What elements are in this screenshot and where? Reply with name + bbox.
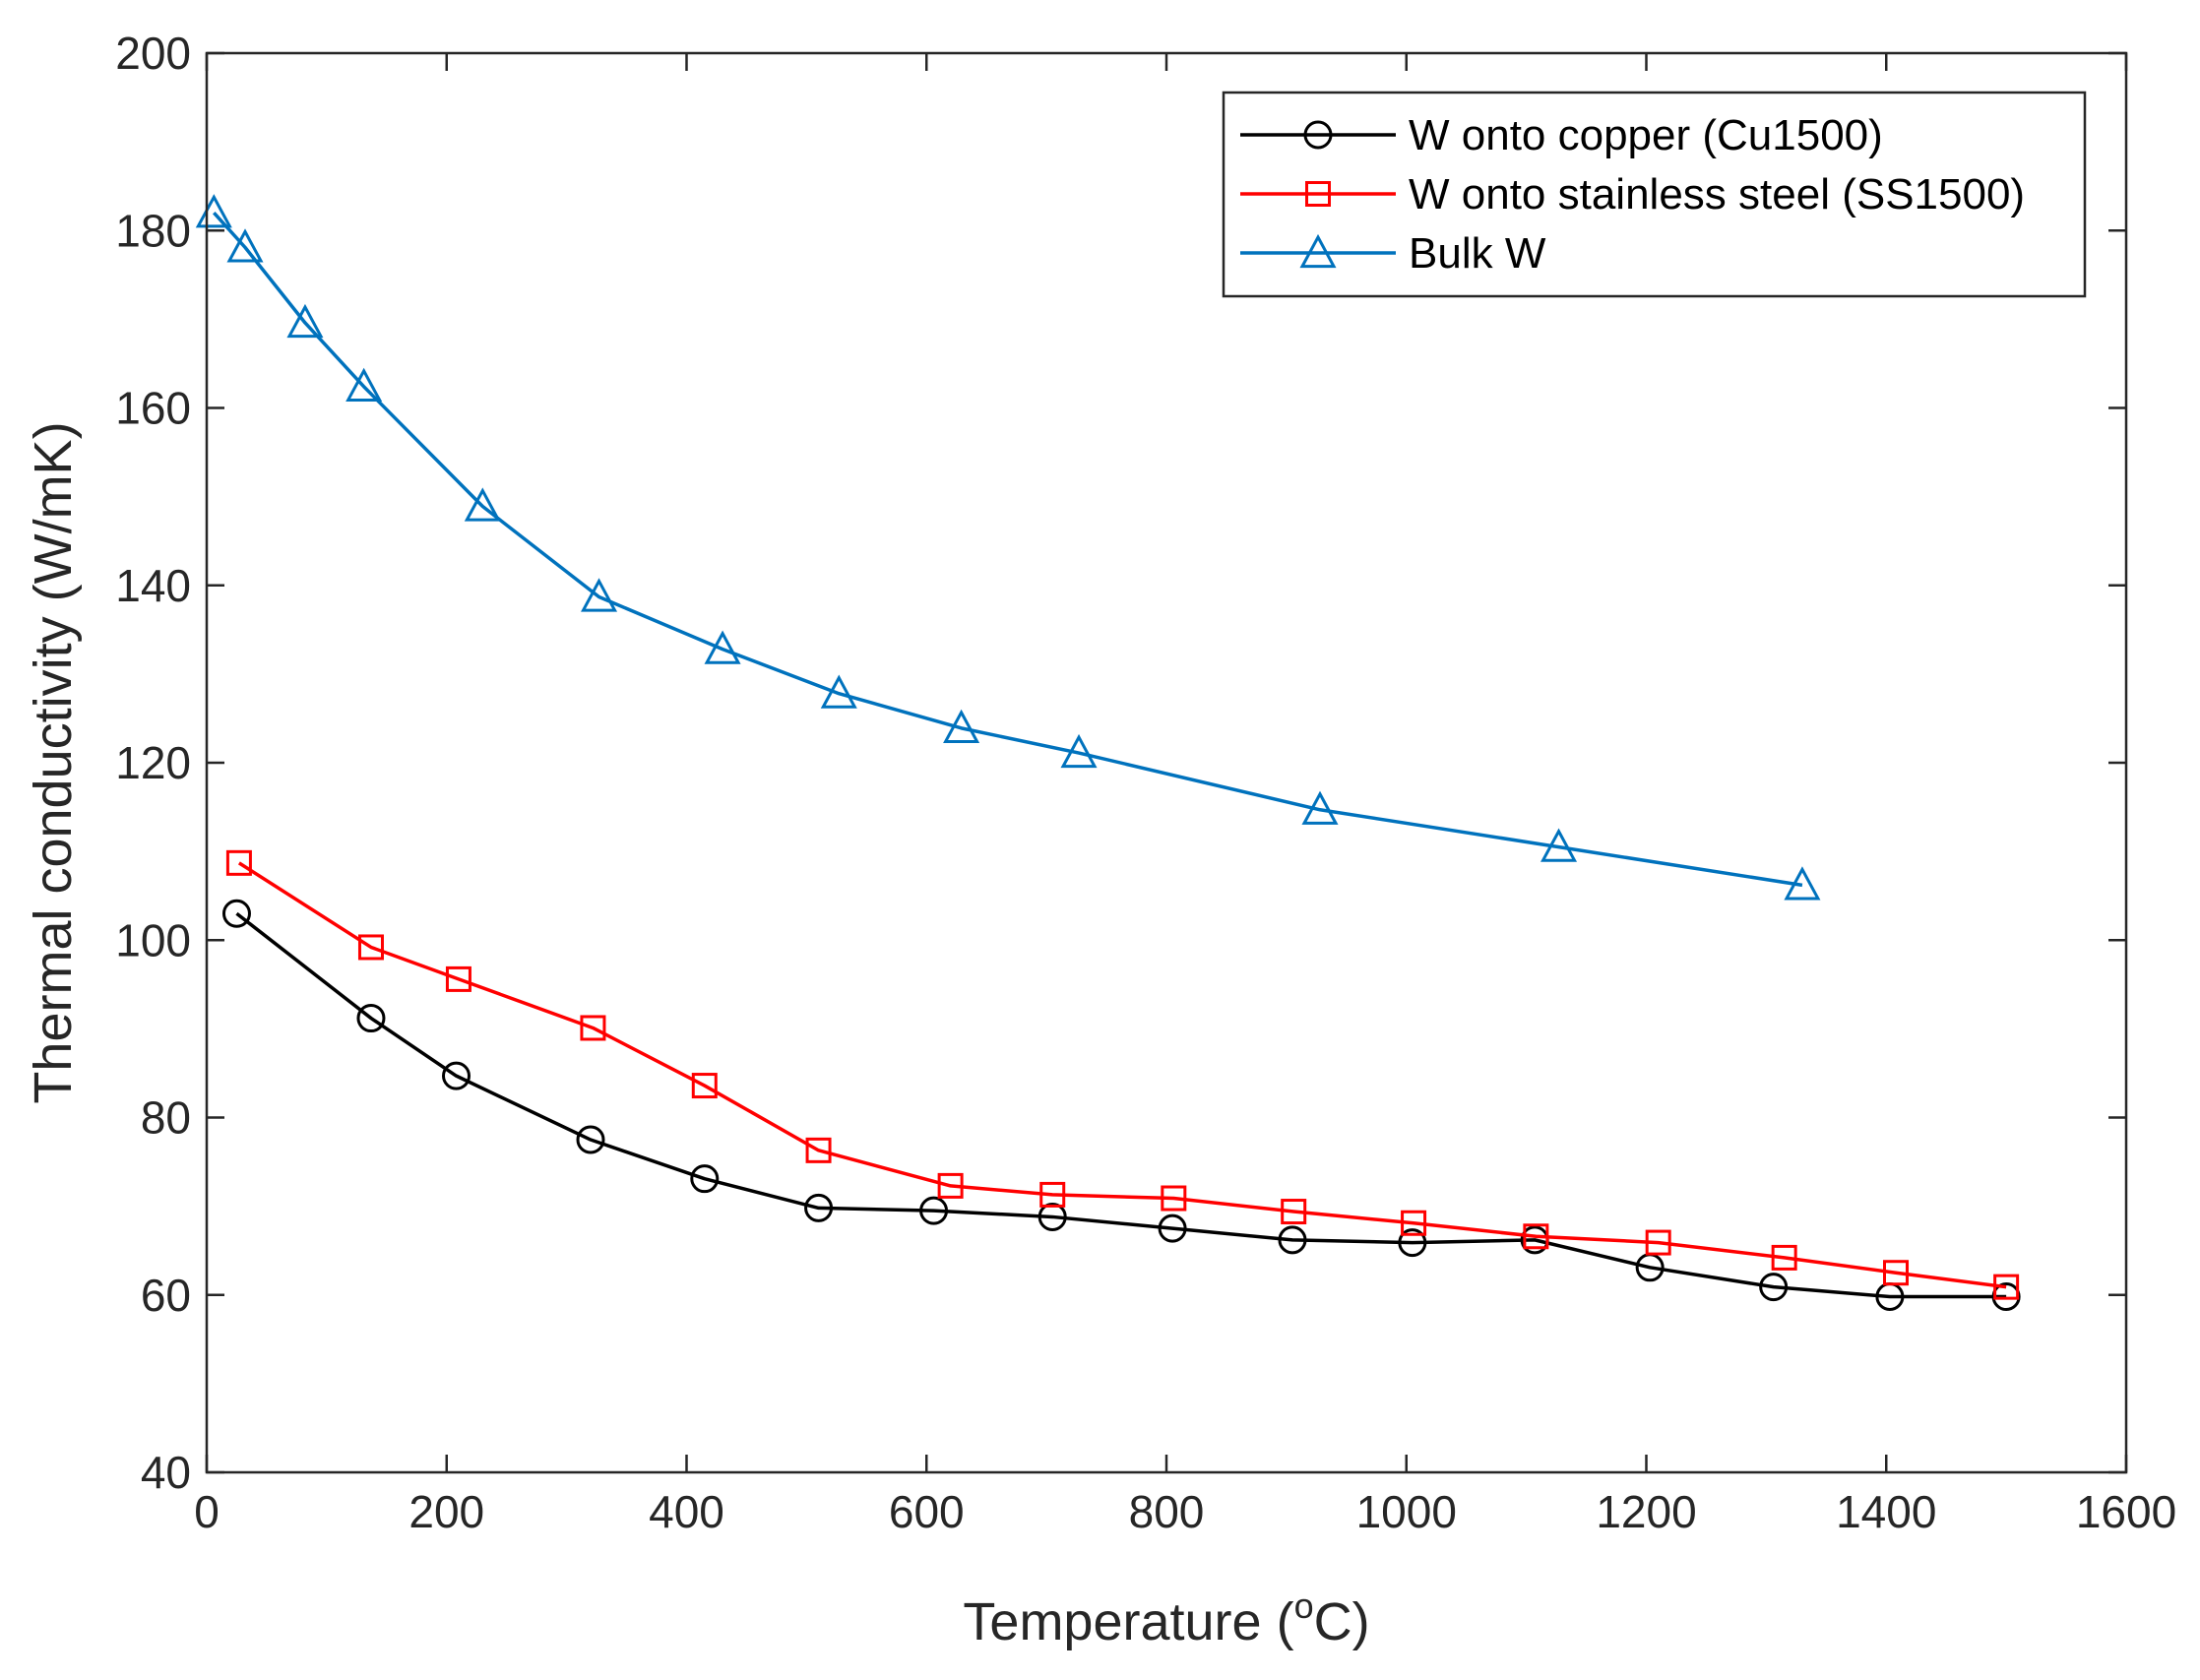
series-square	[225, 849, 2020, 1300]
data-point-circle	[1759, 1273, 1789, 1302]
y-tick-label: 160	[115, 383, 191, 434]
y-tick-label: 120	[115, 737, 191, 788]
y-tick-label: 140	[115, 560, 191, 611]
data-point-triangle	[1301, 790, 1339, 825]
x-tick-label: 400	[649, 1486, 724, 1537]
data-point-triangle	[581, 578, 618, 612]
data-point-triangle	[226, 228, 264, 263]
x-tick-label: 0	[194, 1486, 220, 1537]
data-point-square	[1281, 1199, 1307, 1225]
x-tick-label: 800	[1129, 1486, 1205, 1537]
data-point-triangle	[943, 709, 980, 743]
data-point-triangle	[704, 630, 741, 664]
legend-marker-square	[1305, 181, 1331, 207]
data-point-square	[1771, 1244, 1797, 1271]
x-tick-label: 1400	[1836, 1486, 1936, 1537]
data-point-square	[357, 934, 384, 961]
y-tick-label: 200	[115, 28, 191, 79]
x-tick-label: 600	[889, 1486, 965, 1537]
y-tick-label: 40	[141, 1447, 191, 1498]
data-point-triangle	[820, 674, 857, 709]
data-point-square	[691, 1073, 718, 1099]
y-tick-label: 60	[141, 1270, 191, 1321]
legend-marker-circle	[1303, 120, 1333, 150]
data-point-triangle	[1540, 828, 1578, 862]
x-tick-label: 1000	[1356, 1486, 1457, 1537]
data-point-square	[1401, 1210, 1427, 1236]
x-tick-label: 1600	[2076, 1486, 2176, 1537]
data-point-circle	[576, 1125, 605, 1154]
series-line-square	[237, 861, 2007, 1289]
y-tick-label: 80	[141, 1092, 191, 1144]
data-point-triangle	[1784, 866, 1821, 901]
data-point-circle	[804, 1193, 834, 1222]
data-point-square	[805, 1137, 832, 1163]
y-tick-label: 100	[115, 914, 191, 965]
data-point-square	[1993, 1274, 2020, 1300]
legend-label: W onto copper (Cu1500)	[1409, 111, 1883, 159]
data-point-circle	[1398, 1228, 1427, 1258]
x-axis-title: Temperature (oC)	[963, 1586, 1369, 1651]
x-tick-label: 1200	[1596, 1486, 1696, 1537]
data-point-square	[1883, 1260, 1909, 1286]
data-point-square	[580, 1015, 606, 1041]
data-point-triangle	[1060, 733, 1098, 769]
y-tick-label: 180	[115, 205, 191, 256]
data-point-circle	[1037, 1202, 1067, 1231]
data-point-circle	[1278, 1225, 1307, 1255]
data-point-circle	[919, 1196, 949, 1225]
data-point-square	[1523, 1223, 1549, 1250]
data-point-square	[225, 849, 252, 876]
data-point-triangle	[464, 487, 501, 522]
data-point-circle	[221, 899, 251, 928]
series-line-circle	[235, 911, 2007, 1299]
series-line-triangle	[213, 212, 1803, 888]
x-tick-label: 200	[409, 1486, 484, 1537]
data-point-square	[1039, 1181, 1066, 1208]
data-point-square	[1161, 1185, 1187, 1212]
data-point-square	[445, 965, 471, 992]
legend-marker-triangle	[1299, 233, 1337, 269]
data-point-circle	[690, 1164, 720, 1194]
legend-label: Bulk W	[1409, 229, 1546, 278]
legend-label: W onto stainless steel (SS1500)	[1409, 170, 2025, 218]
data-point-triangle	[286, 303, 324, 339]
y-axis-title: Thermal conductivity (W/mK)	[24, 421, 83, 1103]
data-point-triangle	[346, 367, 383, 402]
data-point-circle	[356, 1004, 386, 1033]
data-point-circle	[442, 1061, 471, 1090]
data-point-square	[937, 1172, 964, 1199]
data-point-square	[1645, 1229, 1671, 1256]
data-point-circle	[1158, 1213, 1187, 1243]
